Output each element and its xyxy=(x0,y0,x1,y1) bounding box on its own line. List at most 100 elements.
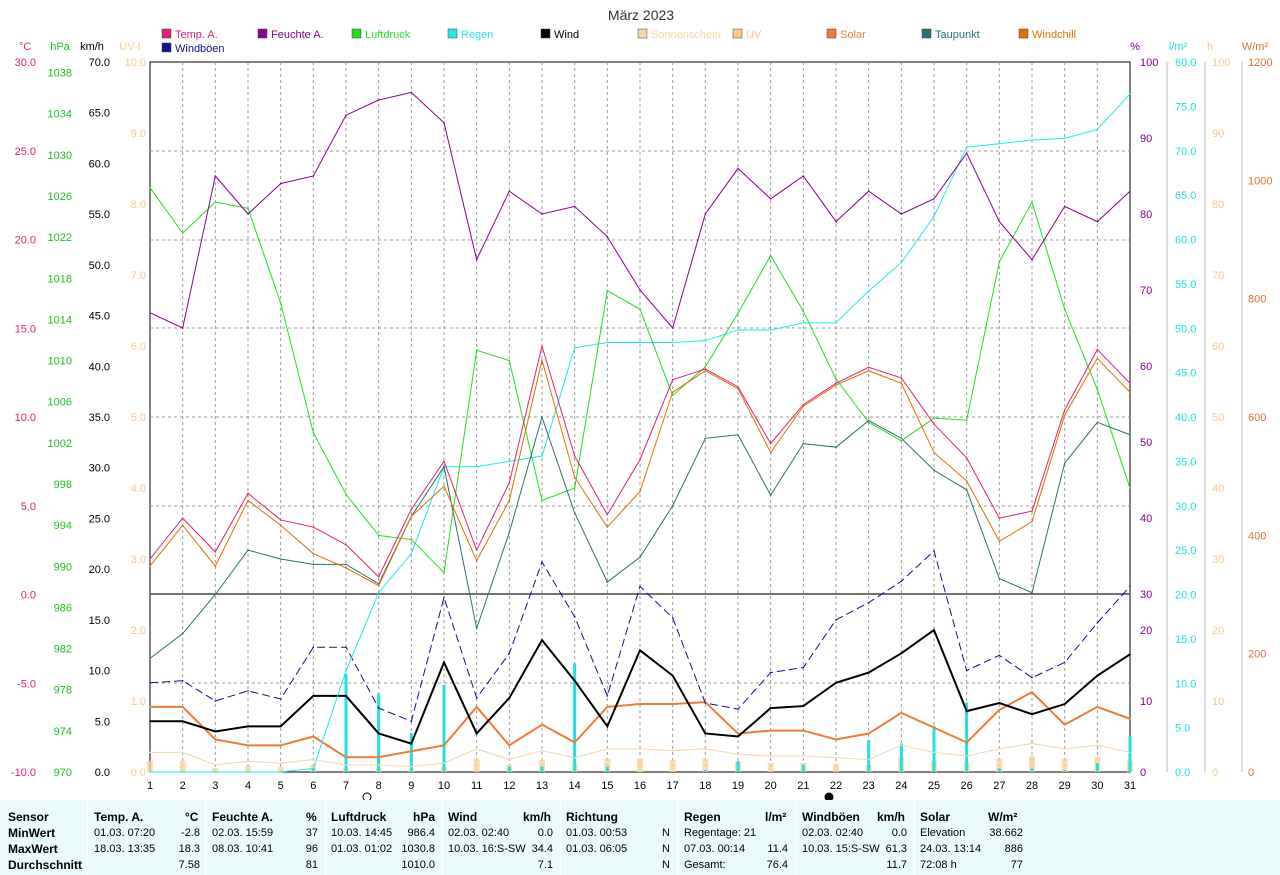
windchill-line-point xyxy=(965,480,968,482)
dewpoint-line-point xyxy=(835,446,837,448)
sun-hours-tick: 20 xyxy=(1212,625,1224,637)
solar-line-point xyxy=(835,738,837,741)
pressure-line-point xyxy=(1129,487,1131,489)
wind-line-point xyxy=(1063,703,1066,705)
legend-swatch xyxy=(257,28,268,39)
rain-bar xyxy=(1128,736,1132,772)
sunshine-line-point xyxy=(475,748,478,750)
wind-line-point xyxy=(181,720,184,723)
windchill-line-point xyxy=(802,405,805,408)
wind-line-point xyxy=(410,742,413,745)
temperature-line-point xyxy=(965,457,968,459)
rain-max-time: 07.03. 00:14 xyxy=(684,843,746,855)
x-tick-label: 27 xyxy=(993,780,1005,792)
rain-line-point xyxy=(1031,139,1033,141)
windchill-line-point xyxy=(1063,414,1066,417)
temperature-line-point xyxy=(345,544,347,546)
pressure-line-point xyxy=(1096,388,1099,391)
wind-tick: 60.0 xyxy=(89,158,110,170)
rain-line-point xyxy=(965,146,968,148)
dewpoint-line-point xyxy=(312,563,315,566)
wind-unit: km/h xyxy=(80,41,104,53)
humidity-line-point xyxy=(933,198,935,200)
legend-label: Sonnenschein xyxy=(651,29,721,41)
rain-line-point xyxy=(704,339,707,342)
wind-tick: 20.0 xyxy=(89,564,110,576)
temperature-line-point xyxy=(181,517,184,519)
windchill-line-point xyxy=(247,499,249,502)
sunshine-bar xyxy=(473,758,480,772)
rain-line-point xyxy=(802,322,805,324)
pressure-unit: hPa xyxy=(413,810,436,824)
temp-min-time: 01.03. 07:20 xyxy=(94,827,156,839)
pressure-header: Luftdruck xyxy=(331,810,387,824)
sunshine-line-point xyxy=(933,751,935,754)
x-tick-label: 13 xyxy=(536,780,548,792)
new-moon-icon xyxy=(824,792,834,800)
dewpoint-line-point xyxy=(345,563,347,566)
rain-line-point xyxy=(345,670,347,672)
sunshine-line-point xyxy=(573,756,576,759)
rain-tick: 0.0 xyxy=(1175,767,1190,779)
x-tick-label: 4 xyxy=(245,780,251,792)
solar-line-point xyxy=(214,738,217,741)
dewpoint-line-point xyxy=(247,549,249,551)
sunshine-bar xyxy=(604,758,611,772)
pressure-tick: 986 xyxy=(54,602,72,614)
wind-line-point xyxy=(639,649,641,652)
rain-line-point xyxy=(214,771,217,773)
humidity-line-point xyxy=(737,167,739,170)
x-tick-label: 30 xyxy=(1091,780,1103,792)
chart-title: März 2023 xyxy=(608,7,674,23)
humidity-max-time: 08.03. 10:41 xyxy=(212,843,274,855)
pressure-line-point xyxy=(279,302,282,304)
humidity-line-point xyxy=(998,220,1001,223)
temp-tick: -10.0 xyxy=(11,767,36,779)
wind-tick: 50.0 xyxy=(89,260,110,272)
pressure-line-point xyxy=(508,359,511,362)
rain-bar xyxy=(540,766,544,772)
sun-hours-tick: 40 xyxy=(1212,483,1224,495)
gust-unit: km/h xyxy=(877,810,906,824)
pressure-line-point xyxy=(377,534,380,537)
wind-tick: 35.0 xyxy=(89,412,110,424)
solar-line-point xyxy=(769,729,772,732)
sunshine-line-point xyxy=(279,762,282,764)
humidity-tick: 80 xyxy=(1140,209,1152,221)
rain-tick: 15.0 xyxy=(1175,634,1196,646)
wind-line-point xyxy=(835,681,837,684)
rain-bar xyxy=(311,768,315,772)
sunshine-line-point xyxy=(443,762,445,764)
dewpoint-line-point xyxy=(149,657,151,660)
wind-line-point xyxy=(345,695,347,697)
wind-line-point xyxy=(1129,653,1131,656)
x-tick-label: 5 xyxy=(278,780,284,792)
pressure-tick: 1038 xyxy=(48,68,72,80)
solar-line-point xyxy=(541,723,543,726)
temperature-line-point xyxy=(443,460,445,463)
rain-line-point xyxy=(410,552,413,555)
gust-line-point xyxy=(1096,622,1099,624)
sunshine-line-point xyxy=(410,765,413,768)
gust-line-point xyxy=(443,596,445,599)
pressure-line-point xyxy=(410,538,413,541)
rain-line-point xyxy=(508,460,511,463)
gust-line-point xyxy=(377,707,380,709)
temperature-line-point xyxy=(769,442,772,445)
rain-line-point xyxy=(181,771,184,773)
x-tick-label: 15 xyxy=(601,780,613,792)
rain-bar xyxy=(867,739,871,772)
x-tick-label: 14 xyxy=(569,780,581,792)
gust-line-point xyxy=(279,698,282,700)
temperature-line-point xyxy=(900,377,903,379)
dewpoint-line-point xyxy=(279,558,282,560)
temp-unit: °C xyxy=(19,41,31,53)
solar-avg-value: 77 xyxy=(1010,859,1023,871)
solar-tick: 200 xyxy=(1248,649,1266,661)
temperature-line-point xyxy=(606,513,609,516)
pressure-tick: 970 xyxy=(54,767,72,779)
temperature-line-point xyxy=(1129,382,1131,385)
pressure-tick: 974 xyxy=(54,726,72,738)
pressure-max-value: 1030.8 xyxy=(401,843,435,855)
solar-header: Solar xyxy=(920,810,951,824)
